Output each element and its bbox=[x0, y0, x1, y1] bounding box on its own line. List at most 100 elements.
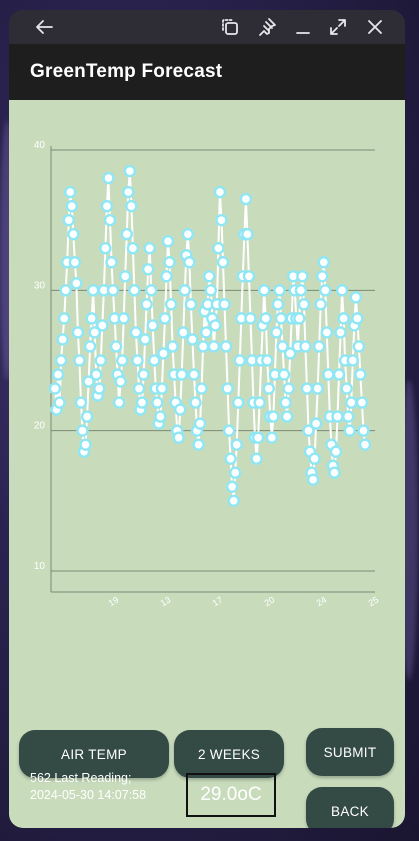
main-content: 10 20 30 40 19 13 17 20 24 25 AIR TEMP 2 WEEKS SU… bbox=[9, 100, 405, 828]
data-point bbox=[232, 396, 245, 409]
minimize-icon[interactable] bbox=[290, 15, 316, 39]
current-temperature-value: 29.0oC bbox=[186, 773, 276, 817]
submit-button[interactable]: SUBMIT bbox=[306, 728, 394, 776]
data-point bbox=[157, 347, 170, 360]
y-tick-label: 40 bbox=[34, 140, 46, 151]
data-point bbox=[172, 431, 185, 444]
data-point bbox=[215, 213, 228, 227]
x-tick-label: 24 bbox=[315, 595, 329, 609]
data-point bbox=[212, 242, 225, 255]
data-point bbox=[239, 192, 253, 206]
data-point bbox=[105, 256, 118, 269]
data-point bbox=[145, 284, 158, 297]
data-point bbox=[93, 382, 106, 395]
data-point bbox=[319, 284, 332, 297]
data-point bbox=[259, 312, 272, 325]
data-point bbox=[267, 410, 280, 423]
x-tick-label: 17 bbox=[211, 595, 225, 609]
data-point bbox=[102, 171, 115, 185]
data-point bbox=[358, 438, 372, 451]
data-point bbox=[332, 368, 346, 381]
data-point bbox=[79, 438, 92, 451]
data-point bbox=[70, 277, 83, 290]
maximize-icon[interactable] bbox=[325, 15, 351, 39]
data-point bbox=[117, 312, 130, 325]
data-point bbox=[122, 185, 135, 199]
data-point bbox=[207, 340, 221, 353]
app-title: GreenTemp Forecast bbox=[30, 61, 223, 82]
window-titlebar bbox=[9, 10, 405, 44]
data-point bbox=[129, 326, 143, 339]
data-point bbox=[280, 410, 294, 423]
data-point bbox=[244, 312, 257, 325]
data-point bbox=[65, 199, 78, 213]
data-point bbox=[357, 424, 370, 437]
data-point bbox=[277, 368, 291, 381]
data-point bbox=[73, 354, 86, 367]
two-weeks-button[interactable]: 2 WEEKS bbox=[174, 730, 284, 778]
data-point bbox=[218, 298, 231, 311]
pin-icon[interactable] bbox=[254, 15, 280, 39]
data-point bbox=[155, 382, 169, 395]
data-point bbox=[71, 326, 85, 339]
y-tick-label: 20 bbox=[34, 421, 46, 432]
data-point bbox=[54, 354, 68, 367]
back-button[interactable]: BACK bbox=[306, 787, 394, 828]
data-point bbox=[154, 410, 167, 423]
data-point bbox=[112, 396, 126, 409]
data-point bbox=[253, 396, 266, 409]
data-point bbox=[48, 382, 62, 395]
data-point bbox=[282, 382, 295, 395]
data-point bbox=[242, 270, 256, 283]
data-point bbox=[151, 396, 164, 409]
data-point bbox=[123, 164, 137, 178]
last-reading-label: 562 Last Reading; 2024-05-30 14:07:58 bbox=[30, 771, 147, 802]
data-point bbox=[56, 333, 69, 346]
data-point bbox=[300, 382, 314, 395]
data-point bbox=[270, 326, 283, 339]
data-point bbox=[100, 199, 114, 213]
data-point bbox=[225, 480, 239, 493]
data-point bbox=[181, 227, 195, 241]
data-point bbox=[166, 340, 179, 353]
close-icon[interactable] bbox=[362, 15, 388, 39]
data-point bbox=[279, 396, 292, 409]
data-point bbox=[163, 256, 176, 269]
data-point bbox=[296, 270, 309, 283]
data-point bbox=[314, 298, 327, 311]
data-point bbox=[271, 298, 285, 311]
data-point bbox=[158, 312, 172, 325]
data-point bbox=[114, 375, 127, 388]
data-point bbox=[345, 396, 358, 409]
air-temp-button[interactable]: AIR TEMP bbox=[19, 730, 169, 778]
data-point bbox=[224, 452, 237, 465]
data-point bbox=[251, 431, 265, 444]
data-point bbox=[221, 382, 234, 395]
data-point bbox=[297, 298, 311, 311]
data-point bbox=[320, 326, 334, 339]
data-point bbox=[328, 466, 341, 479]
data-point bbox=[67, 227, 80, 241]
data-point bbox=[351, 312, 364, 325]
data-point bbox=[128, 284, 141, 297]
data-point bbox=[334, 326, 347, 339]
data-point bbox=[192, 438, 205, 451]
temperature-chart: 10 20 30 40 19 13 17 20 24 25 bbox=[34, 140, 380, 609]
data-point bbox=[80, 410, 94, 423]
data-point bbox=[276, 340, 289, 353]
y-tick-label: 30 bbox=[34, 280, 46, 291]
data-point bbox=[187, 368, 201, 381]
data-point bbox=[146, 319, 159, 332]
data-point bbox=[342, 410, 355, 423]
data-point bbox=[85, 312, 98, 325]
x-tick-label: 13 bbox=[159, 595, 173, 609]
data-point bbox=[250, 452, 263, 465]
data-point bbox=[219, 340, 233, 353]
data-point bbox=[349, 291, 363, 304]
data-point bbox=[88, 326, 101, 339]
data-point bbox=[135, 396, 149, 409]
data-point bbox=[293, 312, 306, 325]
data-point bbox=[137, 368, 150, 381]
back-arrow-icon[interactable] bbox=[31, 15, 57, 39]
restore-window-icon[interactable] bbox=[217, 15, 243, 39]
